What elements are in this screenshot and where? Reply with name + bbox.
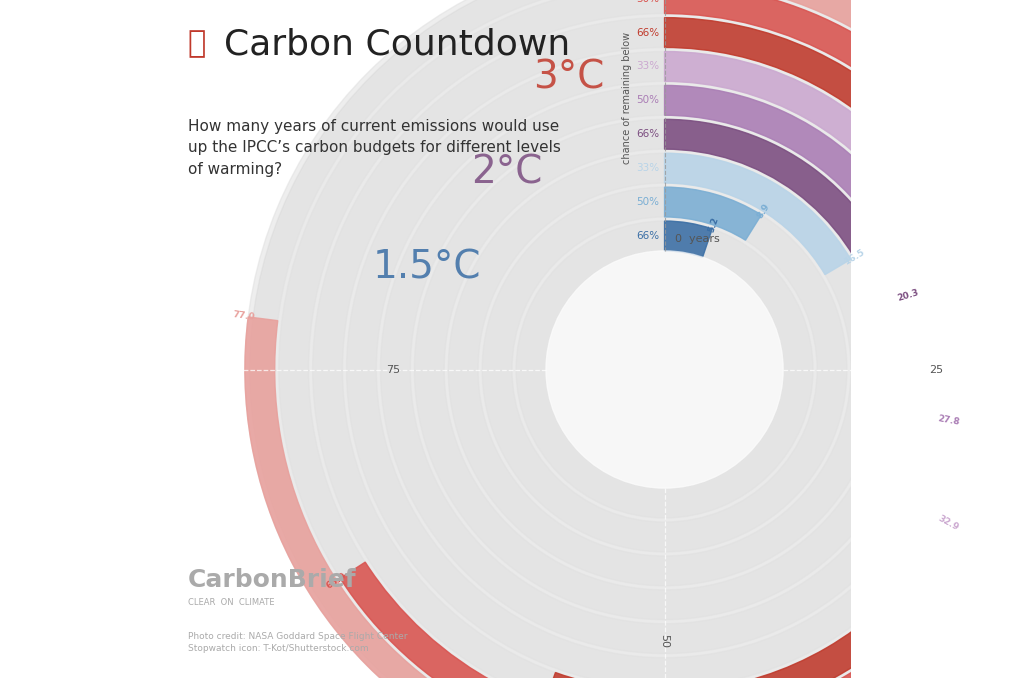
Text: 16.5: 16.5 <box>843 247 866 266</box>
Text: 65.9: 65.9 <box>325 571 348 591</box>
Wedge shape <box>346 52 983 678</box>
Text: 77.0: 77.0 <box>232 311 255 322</box>
Wedge shape <box>482 187 847 552</box>
Text: 50: 50 <box>659 634 670 647</box>
Text: 50%: 50% <box>636 0 659 3</box>
Text: Photo credit: NASA Goddard Space Flight Center
Stopwatch icon: T-Kot/Shutterstoc: Photo credit: NASA Goddard Space Flight … <box>188 632 408 654</box>
Text: 66%: 66% <box>636 231 659 241</box>
Text: Carbon Countdown: Carbon Countdown <box>224 27 570 61</box>
Text: 0  years: 0 years <box>675 234 720 244</box>
Wedge shape <box>665 52 983 521</box>
Wedge shape <box>415 119 914 620</box>
Text: 33%: 33% <box>636 163 659 173</box>
Text: ⏱: ⏱ <box>188 30 206 58</box>
Text: CarbonBrief: CarbonBrief <box>188 567 356 592</box>
Wedge shape <box>665 153 851 275</box>
Text: 50%: 50% <box>636 197 659 207</box>
Text: 25: 25 <box>929 365 943 374</box>
Wedge shape <box>665 119 904 305</box>
Text: 33%: 33% <box>636 62 659 71</box>
Text: 32.9: 32.9 <box>936 514 961 532</box>
Wedge shape <box>340 0 1024 678</box>
Text: 66%: 66% <box>636 28 659 37</box>
Wedge shape <box>546 18 1017 678</box>
Text: 8.9: 8.9 <box>756 202 772 220</box>
Wedge shape <box>665 85 948 419</box>
Wedge shape <box>312 18 1017 678</box>
Text: 3°C: 3°C <box>532 59 604 97</box>
Wedge shape <box>665 221 713 257</box>
Wedge shape <box>279 0 1024 678</box>
Wedge shape <box>245 0 1024 678</box>
Circle shape <box>250 0 1024 678</box>
Text: 2°C: 2°C <box>471 154 543 192</box>
Circle shape <box>546 251 783 488</box>
Wedge shape <box>245 0 1024 678</box>
Text: 27.8: 27.8 <box>937 414 961 426</box>
Text: 1.5°C: 1.5°C <box>373 249 481 287</box>
Text: 20.3: 20.3 <box>896 288 920 303</box>
Wedge shape <box>665 187 761 240</box>
Text: 50%: 50% <box>636 96 659 105</box>
Text: 5.2: 5.2 <box>707 216 721 234</box>
Text: 66%: 66% <box>636 129 659 139</box>
Wedge shape <box>381 85 948 654</box>
Wedge shape <box>449 153 881 586</box>
Text: 75: 75 <box>386 365 400 374</box>
Text: How many years of current emissions would use
up the IPCC’s carbon budgets for d: How many years of current emissions woul… <box>188 119 561 177</box>
Text: chance of remaining below: chance of remaining below <box>622 33 632 164</box>
Wedge shape <box>516 221 813 518</box>
Text: CLEAR  ON  CLIMATE: CLEAR ON CLIMATE <box>188 597 274 607</box>
